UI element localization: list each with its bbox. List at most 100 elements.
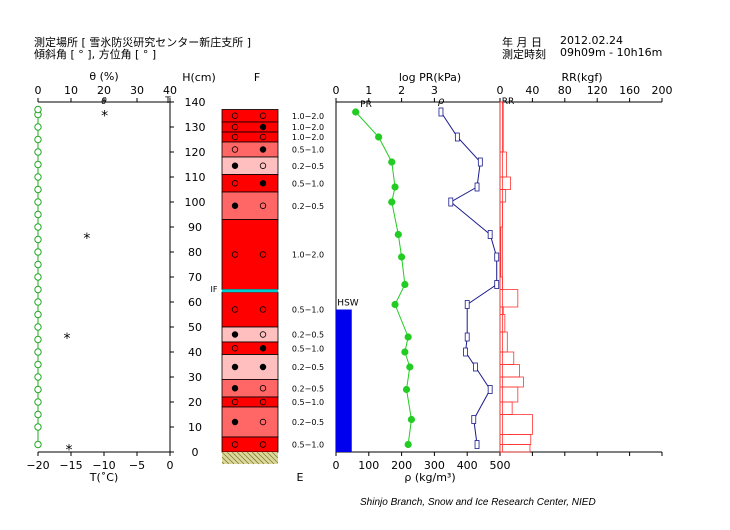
slope-label: 傾斜角 [ ° ], 方位角 [ ° ]	[34, 48, 157, 61]
snow-layer	[221, 326, 279, 343]
temp-axis-title: T(˚C)	[89, 471, 118, 484]
faceted-grain-icon	[231, 306, 239, 313]
rr-bar	[499, 434, 532, 445]
temp-marker-label: T	[164, 96, 171, 106]
rr-bar	[499, 189, 507, 203]
density-point	[438, 107, 444, 117]
theta-point	[34, 323, 42, 331]
theta-point	[34, 385, 42, 394]
rr-tick-label: 0	[497, 84, 504, 97]
density-point	[471, 415, 477, 424]
rho-tick-label: 300	[424, 459, 445, 472]
theta-point	[34, 260, 42, 269]
ground-hatch	[241, 451, 255, 465]
faceted-grain-icon	[259, 331, 267, 338]
snow-layer	[221, 406, 279, 438]
rho-tick-label: 0	[333, 459, 340, 472]
rho-tick-label: 100	[358, 459, 379, 472]
snow-layer	[221, 174, 279, 193]
snow-layer	[221, 109, 279, 123]
height-tick-label: 10	[188, 421, 202, 434]
theta-point	[34, 160, 42, 169]
snow-layer	[221, 341, 279, 355]
height-tick-label: 40	[188, 346, 202, 359]
rr-bar	[499, 444, 531, 453]
pr-point	[401, 348, 409, 356]
pr-point	[406, 363, 414, 371]
rr-tick-label: 120	[587, 84, 608, 97]
grain-size-label: 1.0−2.0	[292, 112, 324, 121]
pr-tick-label: 1	[365, 84, 372, 97]
rr-bar	[499, 276, 503, 290]
theta-point	[34, 223, 42, 231]
time-label: 測定時刻	[502, 48, 546, 61]
theta-point	[34, 373, 42, 381]
rr-bar	[499, 364, 520, 378]
grain-size-label: 0.5−1.0	[292, 306, 324, 315]
rr-bar	[499, 176, 511, 190]
grain-size-label: 0.2−0.5	[292, 331, 324, 340]
theta-point	[34, 348, 42, 356]
height-tick-label: 140	[185, 96, 206, 109]
time-value: 09h09m - 10h16m	[560, 46, 663, 59]
pr-point	[401, 280, 409, 289]
height-tick-label: 30	[188, 371, 202, 384]
density-point	[464, 300, 470, 309]
grain-size-label: 0.2−0.5	[292, 162, 324, 171]
hsw-bar	[336, 309, 352, 452]
faceted-grain-icon	[231, 112, 239, 119]
ground-hatch	[221, 456, 230, 465]
snow-layer	[221, 219, 279, 290]
pr-point	[404, 440, 412, 449]
faceted-grain-icon	[259, 202, 267, 209]
credit-text: Shinjo Branch, Snow and Ice Research Cen…	[360, 497, 596, 508]
ground-hatch	[246, 451, 260, 465]
rounded-grain-icon	[259, 180, 267, 187]
temperature-point: *	[64, 331, 71, 347]
theta-point	[34, 173, 42, 181]
pr-line	[355, 111, 412, 445]
theta-point	[34, 248, 42, 256]
faceted-grain-icon	[231, 133, 239, 141]
pr-point	[391, 300, 399, 309]
grain-size-label: 0.5−1.0	[292, 179, 324, 188]
theta-point	[34, 185, 42, 194]
rr-bar	[499, 151, 507, 178]
ground-hatch	[266, 451, 279, 464]
theta-point	[34, 105, 42, 114]
pr-tick-label: 3	[431, 84, 438, 97]
pr-point	[375, 133, 383, 141]
ground-hatch	[256, 451, 270, 465]
temp-tick-label: −10	[92, 459, 115, 472]
snow-layer	[221, 436, 279, 453]
rr-bar	[499, 331, 508, 353]
faceted-grain-icon	[259, 418, 267, 426]
theta-point	[34, 410, 42, 419]
theta-point	[34, 335, 42, 344]
snow-layer	[221, 291, 279, 328]
height-tick-label: 100	[185, 196, 206, 209]
grain-size-label: 0.5−1.0	[292, 441, 324, 450]
ground-hatch	[226, 451, 240, 465]
theta-point	[34, 273, 42, 281]
faceted-grain-icon	[259, 251, 267, 258]
temp-tick-label: −20	[26, 459, 49, 472]
theta-point	[34, 198, 42, 206]
height-tick-label: 110	[185, 171, 206, 184]
rounded-grain-icon	[231, 385, 239, 392]
rounded-grain-icon	[231, 418, 239, 426]
density-point	[487, 230, 493, 239]
density-point	[464, 332, 470, 342]
theta-point	[34, 310, 42, 319]
rho-series-label: ρ	[438, 96, 445, 107]
grain-form-title: F	[254, 71, 260, 84]
rr-bar	[499, 376, 524, 388]
rho-tick-label: 200	[391, 459, 412, 472]
rr-bar	[499, 289, 519, 308]
theta-tick-label: 30	[130, 84, 144, 97]
faceted-grain-icon	[259, 306, 267, 313]
temp-tick-label: −5	[129, 459, 145, 472]
ground-hatch	[231, 451, 245, 465]
rounded-grain-icon	[231, 331, 239, 338]
